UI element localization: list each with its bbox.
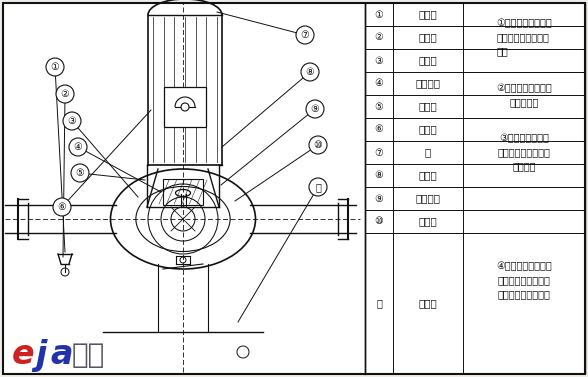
Text: ①泵与电机同端盖，
轴向尺寸缩短结构简
单。: ①泵与电机同端盖， 轴向尺寸缩短结构简 单。 <box>496 18 552 57</box>
Bar <box>164 87 206 127</box>
Text: 排气阀: 排气阀 <box>419 32 437 43</box>
Circle shape <box>71 164 89 182</box>
Text: ⑥: ⑥ <box>375 124 383 135</box>
Text: ③泵体上设有排气
阀，工作前能排放泵
内空气。: ③泵体上设有排气 阀，工作前能排放泵 内空气。 <box>497 133 550 172</box>
Text: ⑦: ⑦ <box>375 147 383 158</box>
Text: 机械密封: 机械密封 <box>416 78 440 89</box>
Text: ⑧: ⑧ <box>306 67 315 77</box>
Text: ③: ③ <box>68 116 76 126</box>
Text: ⑥: ⑥ <box>58 202 66 212</box>
Bar <box>163 179 203 205</box>
Text: 取压塞: 取压塞 <box>419 9 437 20</box>
Circle shape <box>306 100 324 118</box>
Text: ②: ② <box>61 89 69 99</box>
Text: a: a <box>50 339 72 371</box>
Text: e: e <box>12 339 35 371</box>
Text: ⑤: ⑤ <box>375 101 383 112</box>
Text: 放水阀: 放水阀 <box>419 298 437 308</box>
Circle shape <box>296 26 314 44</box>
Text: 意嘉: 意嘉 <box>72 341 105 369</box>
Text: ②泵体上设有取压孔
和放水孔。: ②泵体上设有取压孔 和放水孔。 <box>496 83 552 107</box>
Circle shape <box>309 136 327 154</box>
Text: ⑦: ⑦ <box>300 30 309 40</box>
Circle shape <box>301 63 319 81</box>
Text: ④: ④ <box>74 142 82 152</box>
Text: ⑨: ⑨ <box>375 193 383 204</box>
Text: ③: ③ <box>375 55 383 66</box>
Text: ⑩: ⑩ <box>375 216 383 227</box>
Text: 泵　体: 泵 体 <box>419 216 437 227</box>
Text: ⑩: ⑩ <box>313 140 322 150</box>
Text: ①: ① <box>51 62 59 72</box>
Text: 叶轮螺母: 叶轮螺母 <box>416 193 440 204</box>
Text: ⑤: ⑤ <box>76 168 84 178</box>
Text: ⑪: ⑪ <box>376 298 382 308</box>
Text: 轴: 轴 <box>425 147 431 158</box>
Circle shape <box>309 178 327 196</box>
Circle shape <box>181 103 189 111</box>
Text: 电　机: 电 机 <box>419 124 437 135</box>
Text: ⑧: ⑧ <box>375 170 383 181</box>
Circle shape <box>46 58 64 76</box>
Circle shape <box>63 112 81 130</box>
Text: j: j <box>35 339 46 371</box>
Circle shape <box>56 85 74 103</box>
Circle shape <box>69 138 87 156</box>
Text: ④: ④ <box>375 78 383 89</box>
Text: ④泵体底部设有安装
底板和螺栓孔，保证
整体机组安装稳固。: ④泵体底部设有安装 底板和螺栓孔，保证 整体机组安装稳固。 <box>496 261 552 299</box>
Text: ①: ① <box>375 9 383 20</box>
Text: 挡水圈: 挡水圈 <box>419 101 437 112</box>
Circle shape <box>53 198 71 216</box>
Text: ⑪: ⑪ <box>315 182 321 192</box>
Text: 联体坐: 联体坐 <box>419 170 437 181</box>
Text: ②: ② <box>375 32 383 43</box>
Text: 叶　轮: 叶 轮 <box>419 55 437 66</box>
Text: ⑨: ⑨ <box>310 104 319 114</box>
